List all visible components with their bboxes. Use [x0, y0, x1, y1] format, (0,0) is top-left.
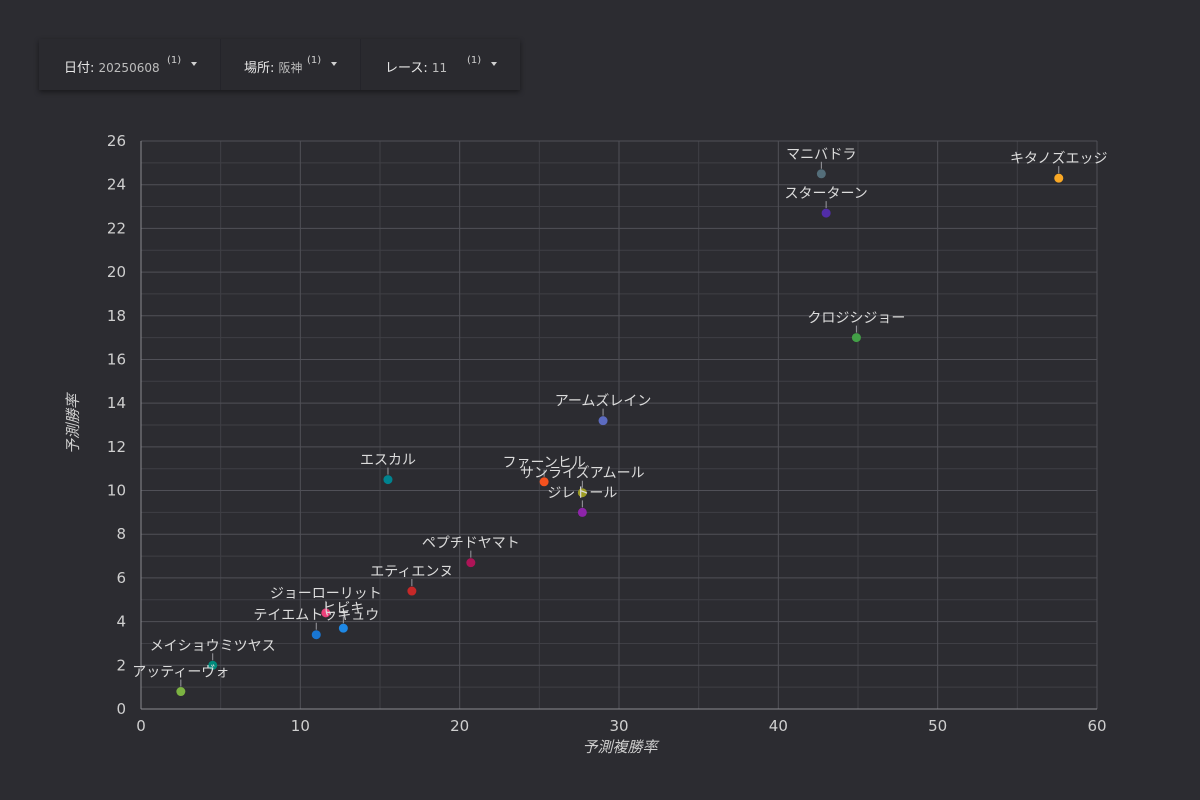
y-tick-label: 2	[116, 656, 126, 674]
data-point	[851, 333, 861, 343]
data-point	[598, 416, 608, 426]
data-label: ペプチドヤマト	[422, 536, 520, 552]
data-point-group: エスカル	[360, 453, 416, 485]
data-point	[383, 475, 393, 485]
data-point	[816, 169, 826, 179]
data-point-group: サンライズアムール	[520, 466, 645, 498]
data-label: ジョーローリット	[270, 586, 382, 602]
data-label: クロジシジョー	[807, 311, 905, 327]
x-tick-label: 60	[1087, 717, 1106, 735]
date-filter-label: 日付: 20250608	[64, 61, 160, 76]
chevron-down-icon[interactable]	[331, 62, 337, 66]
date-filter-count: (1)	[167, 55, 182, 66]
x-tick-label: 20	[450, 717, 469, 735]
x-tick-label: 50	[928, 717, 947, 735]
data-label: メイショウミツヤス	[150, 638, 276, 654]
x-tick-label: 10	[291, 717, 310, 735]
chevron-down-icon[interactable]	[491, 62, 497, 66]
data-label: エティエンヌ	[370, 564, 453, 580]
data-label: マニバドラ	[786, 147, 856, 163]
x-axis-label: 予測複勝率	[582, 738, 659, 756]
data-point-group: ジレトール	[547, 485, 617, 517]
y-tick-label: 6	[116, 569, 126, 587]
data-point	[577, 488, 587, 498]
data-point	[1054, 173, 1064, 183]
data-point	[407, 586, 417, 596]
y-tick-label: 8	[116, 525, 126, 543]
data-label: アームズレイン	[555, 394, 652, 410]
data-label: ジレトール	[547, 485, 617, 501]
data-point-group: ペプチドヤマト	[422, 536, 520, 568]
data-label: サンライズアムール	[520, 466, 645, 482]
data-point	[321, 608, 331, 618]
chevron-down-icon[interactable]	[191, 62, 197, 66]
data-label: キタノズエッジ	[1010, 151, 1108, 167]
data-point-group: メイショウミツヤス	[150, 638, 276, 670]
data-label: テイエムトッキュウ	[253, 608, 379, 624]
data-label: スターターン	[784, 186, 867, 202]
y-axis-label: 予測勝率	[64, 392, 82, 454]
data-point	[311, 630, 321, 640]
data-point-group: ヒビキ	[322, 601, 364, 633]
data-point	[466, 558, 476, 568]
race-filter-count: (1)	[467, 55, 482, 66]
y-tick-label: 16	[107, 350, 126, 368]
data-point	[338, 623, 348, 633]
data-point-group: ファーンヒル	[502, 455, 586, 487]
data-point-group: マニバドラ	[786, 147, 857, 179]
data-point-group: クロジシジョー	[807, 311, 905, 343]
chart-grid	[140, 140, 1098, 710]
data-point	[577, 507, 587, 517]
race-filter-value: 11	[431, 61, 448, 75]
data-point-group: アームズレイン	[555, 394, 652, 426]
y-tick-label: 18	[107, 307, 126, 325]
date-filter[interactable]: 日付: 20250608 (1)	[39, 39, 221, 90]
venue-filter-value: 阪神	[278, 61, 303, 75]
venue-filter-count: (1)	[307, 55, 322, 66]
data-point-group: エティエンヌ	[370, 564, 453, 596]
data-point	[539, 477, 549, 487]
venue-filter[interactable]: 場所: 阪神 (1)	[221, 39, 361, 90]
venue-filter-label: 場所: 阪神	[244, 61, 303, 76]
race-filter-label: レース: 11	[385, 61, 448, 76]
data-point	[821, 208, 831, 218]
data-point	[208, 660, 218, 670]
data-label: エスカル	[360, 453, 416, 469]
data-point-group: キタノズエッジ	[1010, 151, 1108, 183]
y-tick-label: 14	[107, 394, 126, 412]
data-point-group: アッティーヴォ	[132, 664, 229, 697]
data-label: ファーンヒル	[502, 455, 585, 471]
x-tick-label: 0	[136, 717, 146, 735]
data-point-group: スターターン	[784, 186, 868, 218]
data-label: ヒビキ	[322, 601, 364, 617]
y-tick-label: 24	[107, 176, 126, 194]
y-tick-label: 20	[107, 263, 126, 281]
y-tick-label: 12	[107, 438, 126, 456]
x-tick-label: 40	[769, 717, 788, 735]
y-tick-label: 10	[107, 482, 126, 500]
y-tick-label: 22	[107, 219, 126, 237]
data-point	[176, 687, 186, 697]
y-tick-label: 0	[116, 700, 126, 718]
y-tick-label: 4	[116, 613, 126, 631]
data-point-group: ジョーローリット	[270, 586, 382, 618]
x-tick-label: 30	[609, 717, 628, 735]
y-tick-label: 26	[107, 132, 126, 150]
filter-bar: 日付: 20250608 (1) 場所: 阪神 (1) レース: 11 (1)	[39, 39, 520, 90]
date-filter-value: 20250608	[98, 61, 160, 75]
race-filter[interactable]: レース: 11 (1)	[361, 39, 520, 90]
data-point-group: テイエムトッキュウ	[253, 608, 379, 640]
data-label: アッティーヴォ	[132, 664, 229, 681]
